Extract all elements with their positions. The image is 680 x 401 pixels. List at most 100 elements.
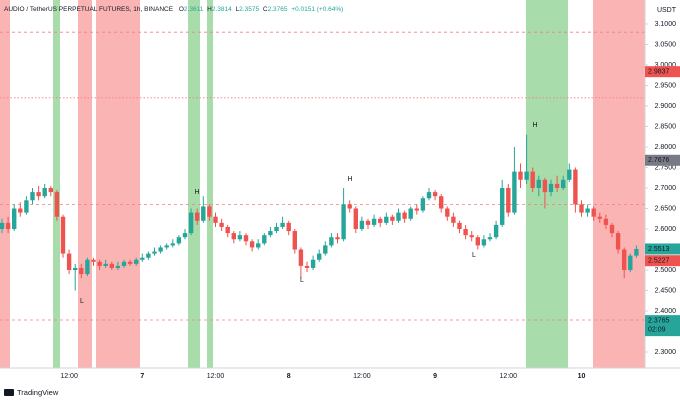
logo-icon (4, 389, 14, 396)
candle-body (30, 192, 35, 201)
y-tick-label: 2.4000 (655, 308, 677, 315)
candle-body (335, 237, 340, 240)
candle-body (573, 169, 578, 205)
candle-body (24, 200, 29, 213)
candle-body (432, 192, 438, 197)
candle-body (622, 249, 627, 271)
x-tick-label: 12:00 (353, 373, 371, 380)
red-zone (78, 0, 92, 368)
candle-body (396, 212, 401, 221)
y-tick-label: 2.3000 (655, 349, 677, 356)
candle-body (451, 216, 456, 223)
x-tick-label: 8 (287, 373, 291, 380)
candle-body (140, 257, 145, 260)
candle-body (170, 243, 175, 246)
green-zone (53, 0, 60, 368)
x-tick-label: 12:00 (207, 373, 225, 380)
y-tick-label: 2.8500 (655, 123, 677, 130)
price-label: 2.7676 (648, 157, 670, 164)
candle-body (414, 208, 419, 211)
candle-body (609, 224, 615, 234)
candle-body (97, 261, 102, 266)
candle-body (347, 204, 352, 209)
candle-body (249, 241, 255, 248)
candle-body (219, 222, 224, 227)
candle-body (500, 187, 505, 225)
price-label-box (645, 315, 680, 337)
green-zone (207, 0, 213, 368)
candle-body (256, 243, 261, 248)
y-tick-label: 2.9500 (655, 82, 677, 89)
currency: USDT (657, 7, 677, 14)
candle-body (146, 253, 151, 258)
price-label-box (645, 66, 680, 78)
price-label: 2.5227 (648, 258, 670, 265)
candle-body (286, 222, 291, 232)
y-tick-label: 2.8000 (655, 144, 677, 151)
candle-body (91, 259, 96, 262)
candle-body (585, 208, 590, 213)
y-tick-label: 2.6000 (655, 226, 677, 233)
candle-body (268, 231, 273, 236)
candle-body (463, 229, 468, 236)
candle-body (402, 212, 407, 219)
candle-body (603, 218, 609, 225)
candle-body (634, 248, 639, 256)
candle-body (164, 245, 169, 248)
candle-body (469, 235, 474, 238)
candle-body (420, 198, 426, 211)
candle-body (493, 224, 499, 238)
x-tick-label: 7 (140, 373, 144, 380)
candle-body (408, 208, 413, 219)
candle-body (79, 267, 84, 275)
candle-body (542, 179, 548, 193)
candle-body (182, 233, 188, 238)
pivot-label: L (80, 298, 84, 305)
red-zone (96, 0, 140, 368)
candle-body (475, 237, 480, 246)
candle-body (317, 253, 322, 260)
candle-body (518, 171, 523, 180)
candle-body (201, 206, 206, 221)
plot: H H H L L L (0, 31, 645, 321)
candle-body (561, 179, 566, 188)
candle-body (628, 255, 633, 271)
candle-body (207, 206, 212, 217)
candle-body (536, 179, 541, 188)
axis: 2.30002.35002.40002.45002.50002.55002.60… (60, 21, 680, 380)
candle-body (0, 222, 5, 230)
candle-body (195, 212, 200, 221)
header: AUDIO / TetherUS PERPETUAL FUTURES, 1h, … (4, 6, 343, 13)
candle-body (73, 267, 78, 271)
price-label: 2.9837 (648, 69, 670, 76)
candle-body (127, 261, 133, 264)
candle-body (439, 196, 444, 209)
y-tick-label: 2.6500 (655, 205, 677, 212)
candle-body (85, 259, 90, 275)
price-label: 2.5513 (648, 246, 670, 253)
candle-body (158, 247, 163, 252)
price-axis (645, 0, 680, 368)
pivot-label: L (472, 252, 476, 259)
candle-body (54, 192, 60, 217)
candle-body (371, 218, 377, 225)
y-tick-label: 2.7500 (655, 164, 677, 171)
candle-body (225, 226, 230, 234)
red-zone (593, 0, 645, 368)
candle-body (18, 208, 23, 213)
candle-body (390, 216, 395, 221)
candle-body (152, 251, 157, 254)
price-label-box (645, 154, 680, 166)
candle-body (329, 237, 334, 246)
x-tick-label: 10 (578, 373, 586, 380)
candle-body (426, 192, 432, 199)
candle-body (487, 237, 493, 240)
candle-body (548, 183, 554, 193)
price-label-box (645, 255, 680, 267)
candle-body (615, 233, 621, 250)
zones (0, 0, 645, 368)
candle-body (66, 253, 72, 271)
red-zone (0, 0, 10, 368)
candle-body (262, 235, 267, 244)
